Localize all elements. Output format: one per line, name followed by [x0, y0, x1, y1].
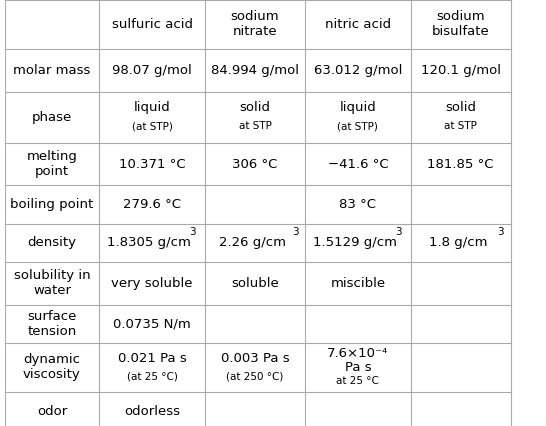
Text: odorless: odorless: [124, 405, 180, 417]
Text: melting
point: melting point: [27, 150, 78, 178]
Text: dynamic
viscosity: dynamic viscosity: [23, 354, 81, 381]
Text: (at 250 °C): (at 250 °C): [226, 371, 284, 381]
Text: 3: 3: [497, 227, 504, 237]
Text: (at STP): (at STP): [337, 121, 378, 131]
Text: 120.1 g/mol: 120.1 g/mol: [421, 64, 501, 77]
Text: nitric acid: nitric acid: [325, 18, 391, 31]
Text: very soluble: very soluble: [111, 277, 193, 290]
Text: miscible: miscible: [330, 277, 385, 290]
Text: 0.0735 N/m: 0.0735 N/m: [113, 317, 191, 330]
Text: at STP: at STP: [444, 121, 477, 131]
Text: soluble: soluble: [231, 277, 279, 290]
Text: sodium
bisulfate: sodium bisulfate: [432, 11, 490, 38]
Text: 3: 3: [395, 227, 401, 237]
Text: 84.994 g/mol: 84.994 g/mol: [211, 64, 299, 77]
Text: sodium
nitrate: sodium nitrate: [230, 11, 280, 38]
Text: sulfuric acid: sulfuric acid: [111, 18, 193, 31]
Text: 98.07 g/mol: 98.07 g/mol: [112, 64, 192, 77]
Text: molar mass: molar mass: [13, 64, 91, 77]
Text: 306 °C: 306 °C: [232, 158, 278, 170]
Text: −41.6 °C: −41.6 °C: [328, 158, 388, 170]
Text: at 25 °C: at 25 °C: [336, 376, 379, 386]
Text: phase: phase: [32, 111, 72, 124]
Text: 1.5129 g/cm: 1.5129 g/cm: [313, 236, 397, 249]
Text: (at 25 °C): (at 25 °C): [127, 371, 177, 381]
Text: 0.003 Pa s: 0.003 Pa s: [221, 352, 289, 365]
Text: solubility in
water: solubility in water: [14, 269, 90, 297]
Text: odor: odor: [37, 405, 67, 417]
Text: Pa s: Pa s: [345, 361, 371, 374]
Text: boiling point: boiling point: [10, 198, 93, 211]
Text: 7.6×10⁻⁴: 7.6×10⁻⁴: [327, 347, 389, 360]
Text: solid: solid: [445, 101, 476, 115]
Text: liquid: liquid: [340, 101, 376, 115]
Text: 3: 3: [292, 227, 299, 237]
Text: liquid: liquid: [134, 101, 170, 115]
Text: density: density: [27, 236, 76, 249]
Text: at STP: at STP: [239, 121, 271, 131]
Text: 2.26 g/cm: 2.26 g/cm: [219, 236, 286, 249]
Text: 279.6 °C: 279.6 °C: [123, 198, 181, 211]
Text: 181.85 °C: 181.85 °C: [428, 158, 494, 170]
Text: 63.012 g/mol: 63.012 g/mol: [313, 64, 402, 77]
Text: 0.021 Pa s: 0.021 Pa s: [118, 352, 187, 365]
Text: solid: solid: [240, 101, 270, 115]
Text: 83 °C: 83 °C: [340, 198, 376, 211]
Text: (at STP): (at STP): [132, 121, 173, 131]
Text: 3: 3: [189, 227, 195, 237]
Text: 10.371 °C: 10.371 °C: [119, 158, 186, 170]
Text: 1.8305 g/cm: 1.8305 g/cm: [108, 236, 191, 249]
Text: 1.8 g/cm: 1.8 g/cm: [429, 236, 487, 249]
Text: surface
tension: surface tension: [27, 310, 76, 338]
